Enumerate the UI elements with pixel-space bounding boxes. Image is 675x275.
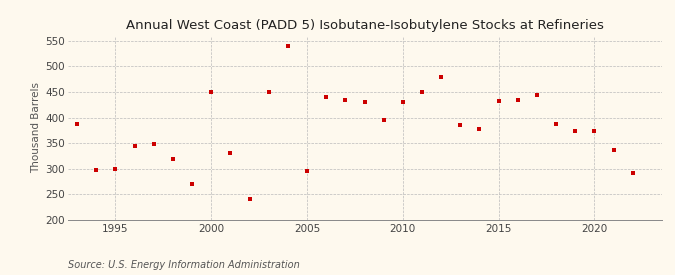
Point xyxy=(206,89,217,94)
Title: Annual West Coast (PADD 5) Isobutane-Isobutylene Stocks at Refineries: Annual West Coast (PADD 5) Isobutane-Iso… xyxy=(126,19,603,32)
Y-axis label: Thousand Barrels: Thousand Barrels xyxy=(31,82,40,173)
Point xyxy=(512,98,523,102)
Text: Source: U.S. Energy Information Administration: Source: U.S. Energy Information Administ… xyxy=(68,260,299,270)
Point xyxy=(302,169,313,174)
Point xyxy=(570,129,580,133)
Point xyxy=(72,122,82,126)
Point xyxy=(493,99,504,103)
Point xyxy=(589,129,600,134)
Point xyxy=(129,144,140,148)
Point xyxy=(378,118,389,122)
Point xyxy=(398,100,408,104)
Point xyxy=(282,44,293,48)
Point xyxy=(416,90,427,94)
Point xyxy=(110,167,121,171)
Point xyxy=(474,127,485,131)
Point xyxy=(551,122,562,126)
Point xyxy=(244,196,255,201)
Point xyxy=(187,182,198,186)
Point xyxy=(225,151,236,156)
Point xyxy=(340,98,351,102)
Point xyxy=(91,168,102,172)
Point xyxy=(321,95,331,99)
Point xyxy=(148,142,159,147)
Point xyxy=(436,75,447,79)
Point xyxy=(608,148,619,152)
Point xyxy=(455,123,466,128)
Point xyxy=(359,100,370,104)
Point xyxy=(263,90,274,94)
Point xyxy=(531,92,542,97)
Point xyxy=(167,156,178,161)
Point xyxy=(627,171,638,175)
